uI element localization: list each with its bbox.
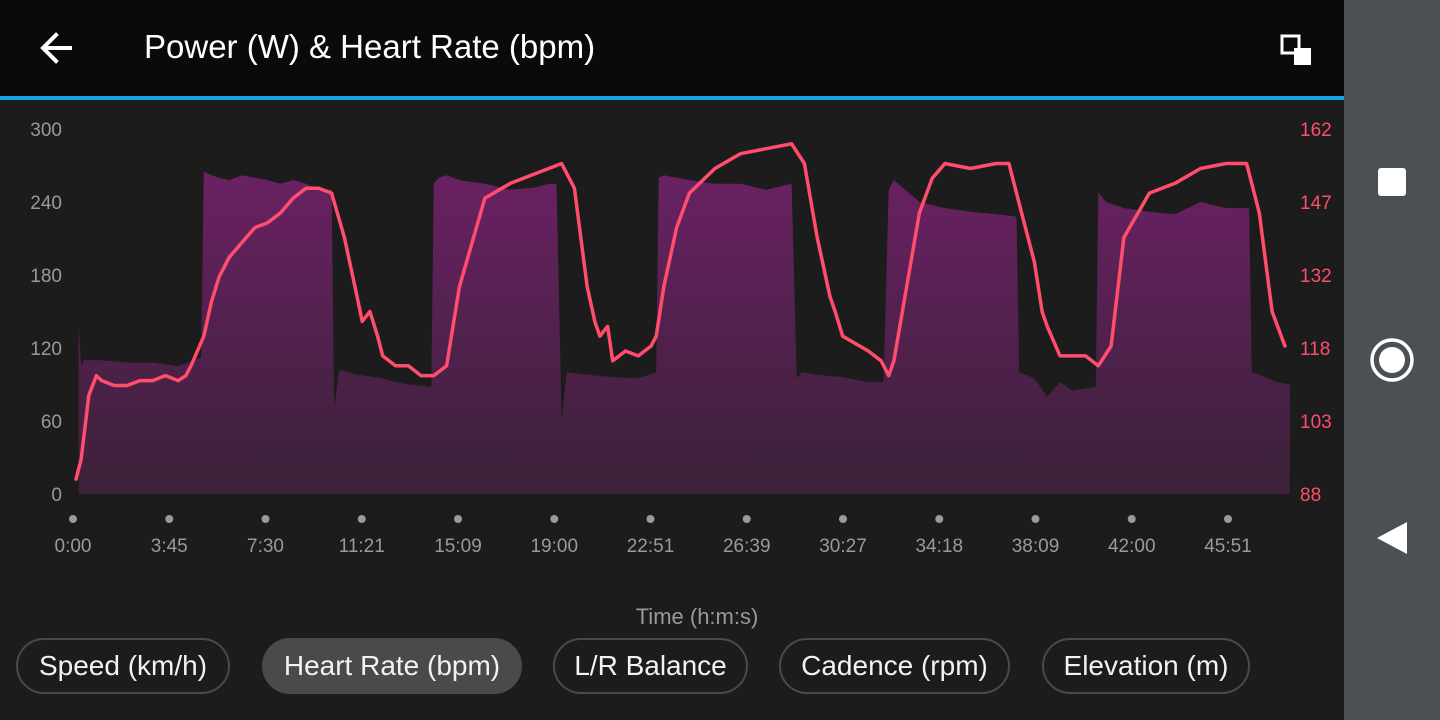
nav-home-button[interactable] [1344,320,1440,400]
tab-speed[interactable]: Speed (km/h) [16,638,230,694]
x-axis-tick-dot [261,515,270,523]
x-axis-tick-dot [646,515,655,523]
back-arrow-icon [40,32,72,64]
x-axis-tick-dot [1224,515,1232,523]
app-bar: Power (W) & Heart Rate (bpm) [0,0,1344,100]
header-accent-line [0,96,1344,100]
back-triangle-icon [1377,522,1407,554]
back-button[interactable] [26,22,86,74]
tab-cadence[interactable]: Cadence (rpm) [779,638,1010,694]
heart-rate-line-series [74,142,1287,481]
x-axis-tick-label: 11:21 [339,536,385,557]
tab-elevation[interactable]: Elevation (m) [1042,638,1250,694]
x-axis-tick-dot [935,515,944,523]
recents-square-icon [1378,168,1406,196]
left-axis-tick-label: 60 [41,412,62,433]
left-axis-tick-label: 300 [30,120,62,141]
right-axis-tick-label: 103 [1300,412,1332,433]
left-axis-tick-label: 180 [30,266,62,287]
x-axis-tick-dot [839,515,847,523]
x-axis-tick-dot [1031,515,1040,523]
x-axis-tick-dot [357,515,366,523]
left-axis-tick-label: 120 [30,339,62,360]
x-axis-tick-label: 38:09 [1012,536,1060,557]
tab-heart-rate[interactable]: Heart Rate (bpm) [262,638,522,694]
x-axis-tick-label: 45:51 [1204,536,1252,557]
fullscreen-toggle-button[interactable] [1268,22,1324,78]
power-area-series [78,171,1291,494]
chart-canvas: 0 60 120 180 240 300 88 103 118 132 147 162 0:00 3:… [30,120,1332,557]
x-axis-tick-dot [454,515,462,523]
x-axis-tick-dot [69,515,77,523]
power-heart-rate-chart: 0 60 120 180 240 300 88 103 118 132 147 162 0:00 3:… [0,100,1344,629]
x-axis-tick-dot [550,515,559,523]
right-axis-tick-label: 88 [1300,485,1321,506]
x-axis-tick-label: 15:09 [434,536,482,557]
tab-lr-balance[interactable]: L/R Balance [553,638,748,694]
x-axis-tick-dot [1127,515,1136,523]
metric-tabs: Speed (km/h) Heart Rate (bpm) L/R Balanc… [0,638,1344,696]
x-axis-title: Time (h:m:s) [635,604,759,629]
x-axis-tick-label: 3:45 [151,536,188,557]
x-axis-tick-dot [165,515,174,523]
right-axis-tick-label: 132 [1300,266,1332,287]
right-axis-tick-label: 118 [1300,339,1330,360]
fullscreen-toggle-icon [1280,34,1311,65]
right-axis-tick-label: 147 [1300,193,1332,214]
x-axis-tick-label: 19:00 [530,536,578,557]
x-axis-tick-label: 30:27 [819,536,867,557]
x-axis-tick-label: 0:00 [55,536,92,557]
x-axis-tick-label: 22:51 [627,536,675,557]
right-axis-tick-label: 162 [1300,120,1332,141]
home-circle-icon [1370,338,1414,382]
left-axis-tick-label: 0 [51,485,62,506]
page-title: Power (W) & Heart Rate (bpm) [144,28,596,65]
x-axis-tick-label: 26:39 [723,536,771,557]
x-axis-tick-label: 42:00 [1108,536,1156,557]
x-axis-tick-label: 7:30 [247,536,284,557]
nav-back-button[interactable] [1344,498,1440,578]
x-axis-tick-label: 34:18 [915,536,963,557]
x-axis-tick-dot [742,515,751,523]
left-axis-tick-label: 240 [30,193,62,214]
nav-recents-button[interactable] [1344,142,1440,222]
system-nav-bar [1344,0,1440,720]
